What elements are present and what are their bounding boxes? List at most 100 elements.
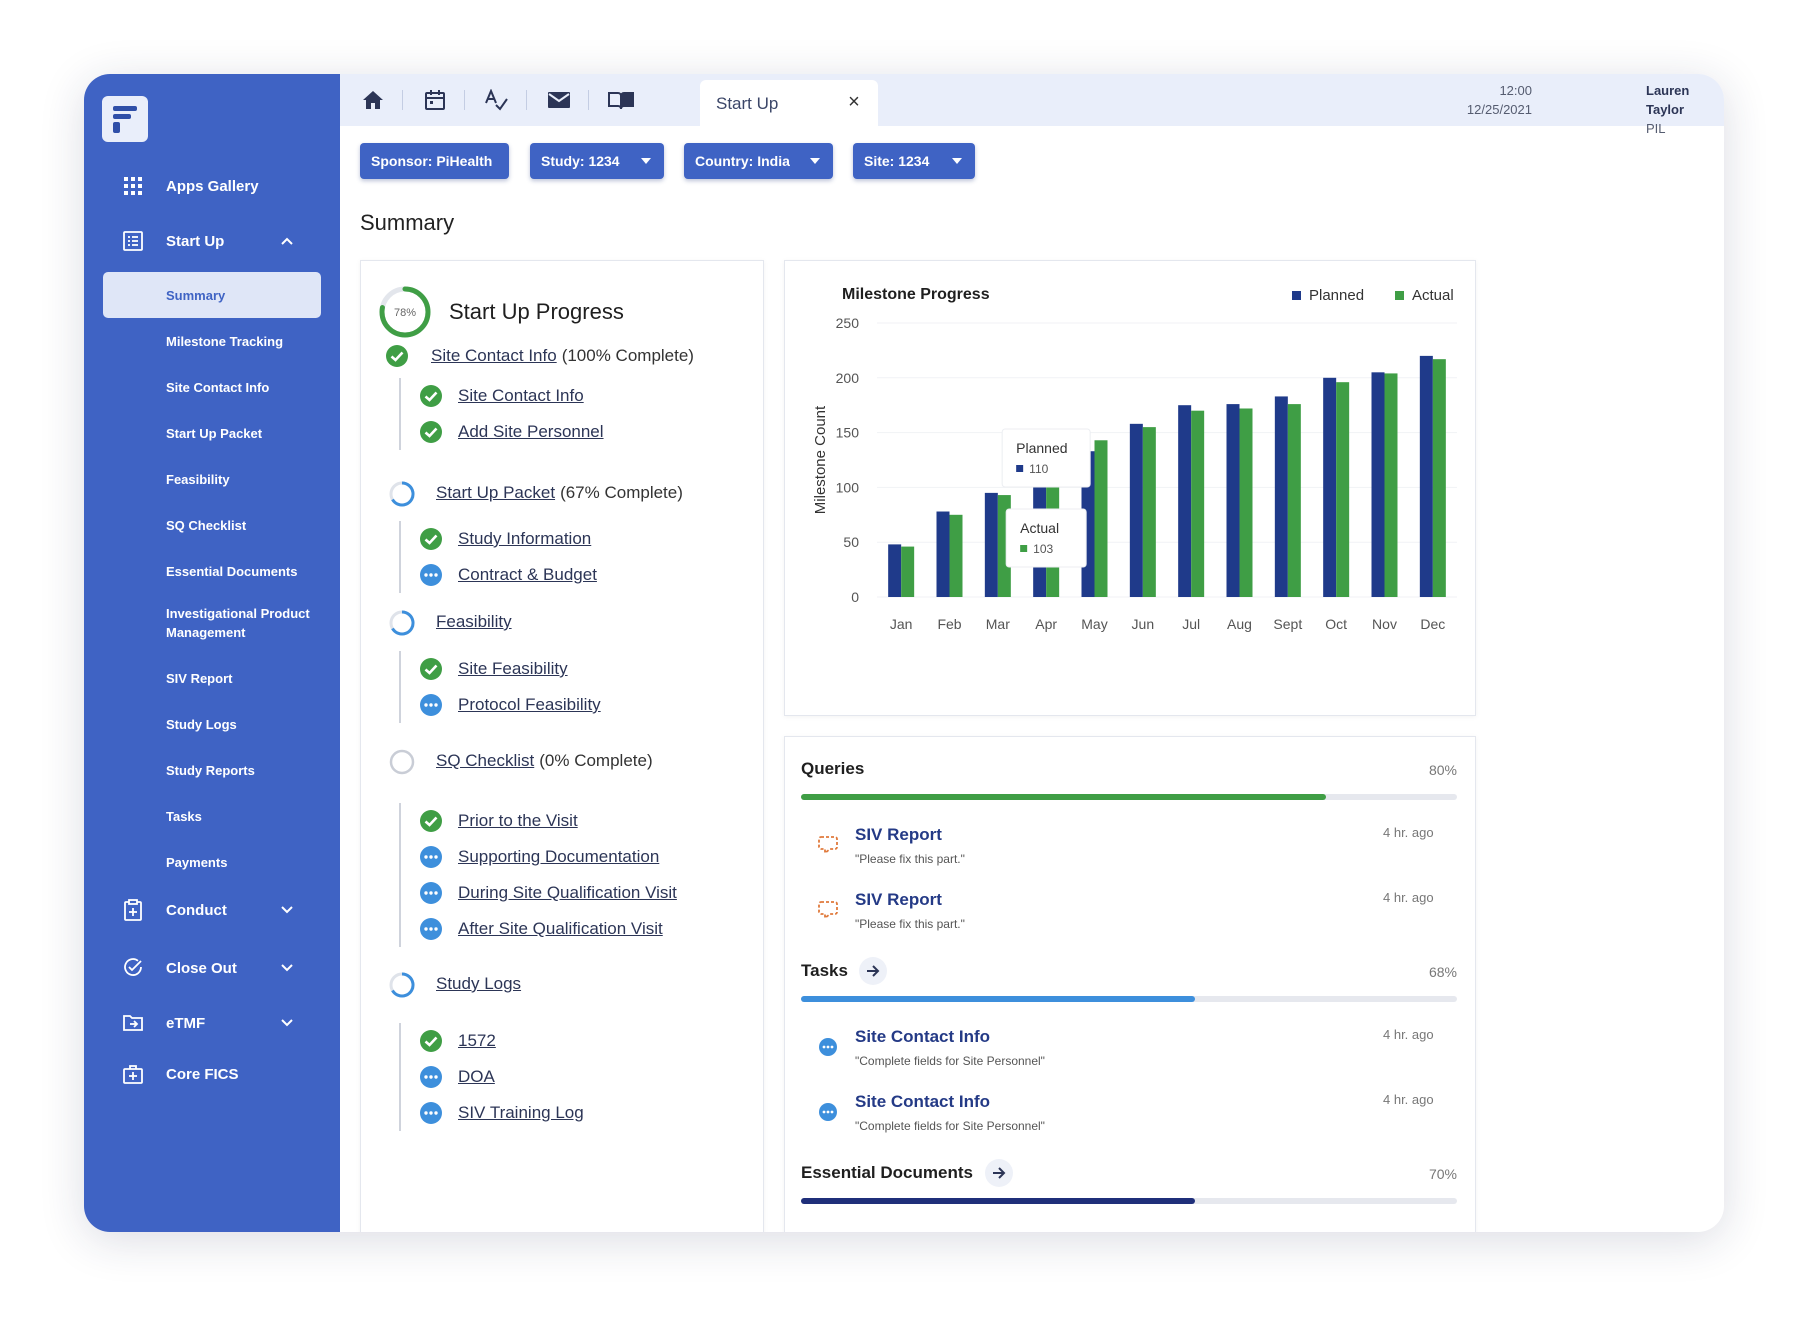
sidebar-subitem-siv-report[interactable]: SIV Report (166, 671, 233, 686)
progress-subitem: Study Information (458, 527, 591, 551)
essential-documents-progress-bar (801, 1198, 1457, 1204)
progress-subitem-link[interactable]: Contract & Budget (458, 565, 597, 584)
y-tick-label: 50 (843, 534, 859, 550)
chat-bubble-icon (817, 835, 839, 860)
sidebar-subitem-milestone-tracking[interactable]: Milestone Tracking (166, 334, 284, 349)
progress-subitem-link[interactable]: Prior to the Visit (458, 811, 578, 830)
progress-subitem-link[interactable]: Add Site Personnel (458, 422, 604, 441)
essential-documents-percent: 70% (1428, 1166, 1457, 1182)
check-circle-icon (419, 527, 443, 551)
progress-group-link[interactable]: Study Logs (436, 974, 522, 993)
progress-subitem-link[interactable]: Site Feasibility (458, 659, 568, 678)
sidebar-subitem-tasks[interactable]: Tasks (166, 809, 202, 824)
bar-actual-oct (1336, 382, 1350, 597)
user-info[interactable]: Lauren Taylor PIL (1646, 81, 1724, 138)
sidebar-item-label: eTMF (166, 1014, 206, 1032)
progress-title: Start Up Progress (449, 299, 624, 324)
sidebar-subitem-summary[interactable]: Summary (166, 288, 226, 303)
sidebar-subitem-essential-documents[interactable]: Essential Documents (166, 564, 298, 579)
x-tick-label: Jan (890, 616, 913, 632)
filter-country[interactable]: Country: India (684, 143, 833, 179)
tab-start-up[interactable]: Start Up × (700, 80, 878, 126)
sidebar-subitem-payments[interactable]: Payments (166, 855, 228, 870)
progress-group-link[interactable]: Site Contact Info (431, 346, 557, 365)
filter-label: Sponsor: PiHealth (371, 153, 493, 169)
x-tick-label: May (1081, 616, 1107, 632)
query-item-time: 4 hr. ago (1383, 890, 1434, 905)
legend-label: Actual (1412, 287, 1454, 304)
progress-subitem-link[interactable]: SIV Training Log (458, 1103, 584, 1122)
progress-subitem: After Site Qualification Visit (458, 917, 663, 941)
in-progress-icon (419, 845, 443, 869)
folder-icon (122, 1012, 144, 1034)
book-icon[interactable] (608, 87, 634, 113)
filter-sponsor[interactable]: Sponsor: PiHealth (360, 143, 509, 179)
home-icon[interactable] (360, 87, 386, 113)
query-item-title[interactable]: SIV Report (855, 825, 942, 844)
chevron-up-icon[interactable] (280, 234, 294, 248)
task-item-title[interactable]: Site Contact Info (855, 1027, 991, 1046)
milestone-bar-chart: 0 50 100 150 200 250 Milestone Count Jan Feb Mar A… (812, 315, 1457, 632)
sidebar-item-apps-gallery[interactable]: Apps Gallery (84, 166, 340, 206)
sidebar-item-start-up[interactable]: Start Up (84, 221, 340, 261)
sidebar-item-core-fics[interactable]: Core FICS (84, 1054, 340, 1094)
x-tick-label: Dec (1420, 616, 1445, 632)
filter-study[interactable]: Study: 1234 (530, 143, 664, 179)
chart-title: Milestone Progress (842, 286, 990, 303)
sidebar-subitem-study-reports[interactable]: Study Reports (166, 763, 255, 778)
progress-subitem-link[interactable]: DOA (458, 1067, 495, 1086)
task-item-title[interactable]: Site Contact Info (855, 1092, 991, 1111)
sidebar-subitem-site-contact-info[interactable]: Site Contact Info (166, 380, 270, 395)
mail-icon[interactable] (546, 87, 572, 113)
app-logo[interactable] (102, 96, 148, 142)
arrow-right-icon[interactable] (985, 1159, 1013, 1187)
progress-group-link[interactable]: SQ Checklist (436, 751, 535, 770)
calendar-icon[interactable] (422, 87, 448, 113)
chevron-down-icon[interactable] (280, 961, 294, 975)
progress-subitem: 1572 (458, 1029, 496, 1053)
sidebar-subitem-start-up-packet[interactable]: Start Up Packet (166, 426, 263, 441)
user-name: Lauren Taylor (1646, 83, 1690, 117)
filter-site[interactable]: Site: 1234 (853, 143, 975, 179)
progress-ring: 78% (379, 286, 431, 338)
progress-subitem-link[interactable]: Protocol Feasibility (458, 695, 601, 714)
spellcheck-icon[interactable] (483, 87, 509, 113)
progress-subitem: Supporting Documentation (458, 845, 659, 869)
check-circle-icon (385, 344, 409, 368)
progress-subitem-link[interactable]: 1572 (458, 1031, 496, 1050)
task-item-time: 4 hr. ago (1383, 1092, 1434, 1107)
sidebar-subitem-study-logs[interactable]: Study Logs (166, 717, 237, 732)
partial-progress-ring-icon (389, 610, 415, 636)
progress-group-link[interactable]: Feasibility (436, 612, 512, 631)
progress-subitem-link[interactable]: During Site Qualification Visit (458, 883, 677, 902)
bar-planned-oct (1323, 377, 1337, 597)
chevron-down-icon[interactable] (280, 903, 294, 917)
progress-subitem-link[interactable]: Supporting Documentation (458, 847, 660, 866)
in-progress-icon (819, 1038, 837, 1061)
sidebar-item-etmf[interactable]: eTMF (84, 1003, 340, 1043)
sidebar: Apps Gallery Start Up Summary Milestone … (84, 74, 340, 1232)
task-item-sub: "Complete fields for Site Personnel" (855, 1119, 1045, 1133)
x-tick-label: Feb (937, 616, 961, 632)
sidebar-subitem-investigational-product-management[interactable]: Investigational Product Management (166, 606, 310, 640)
progress-subitem-link[interactable]: Site Contact Info (458, 386, 584, 405)
query-item-title[interactable]: SIV Report (855, 890, 942, 909)
query-item-sub: "Please fix this part." (855, 852, 965, 866)
sidebar-subitem-feasibility[interactable]: Feasibility (166, 472, 230, 487)
progress-group-link[interactable]: Start Up Packet (436, 483, 556, 502)
chevron-down-icon[interactable] (280, 1016, 294, 1030)
sidebar-item-label: Conduct (166, 901, 227, 919)
tooltip-planned (1001, 428, 1091, 488)
sidebar-subitem-sq-checklist[interactable]: SQ Checklist (166, 518, 247, 533)
in-progress-icon (419, 917, 443, 941)
tooltip-actual (1005, 508, 1087, 568)
bar-planned-dec (1419, 355, 1433, 597)
sidebar-item-close-out[interactable]: Close Out (84, 948, 340, 988)
progress-subitem-link[interactable]: Study Information (458, 529, 592, 548)
sidebar-item-conduct[interactable]: Conduct (84, 890, 340, 930)
partial-progress-ring-icon (389, 481, 415, 507)
progress-subitem-link[interactable]: After Site Qualification Visit (458, 919, 663, 938)
progress-group-suffix: (0% Complete) (539, 751, 653, 770)
arrow-right-icon[interactable] (859, 957, 887, 985)
close-icon[interactable]: × (848, 91, 860, 113)
